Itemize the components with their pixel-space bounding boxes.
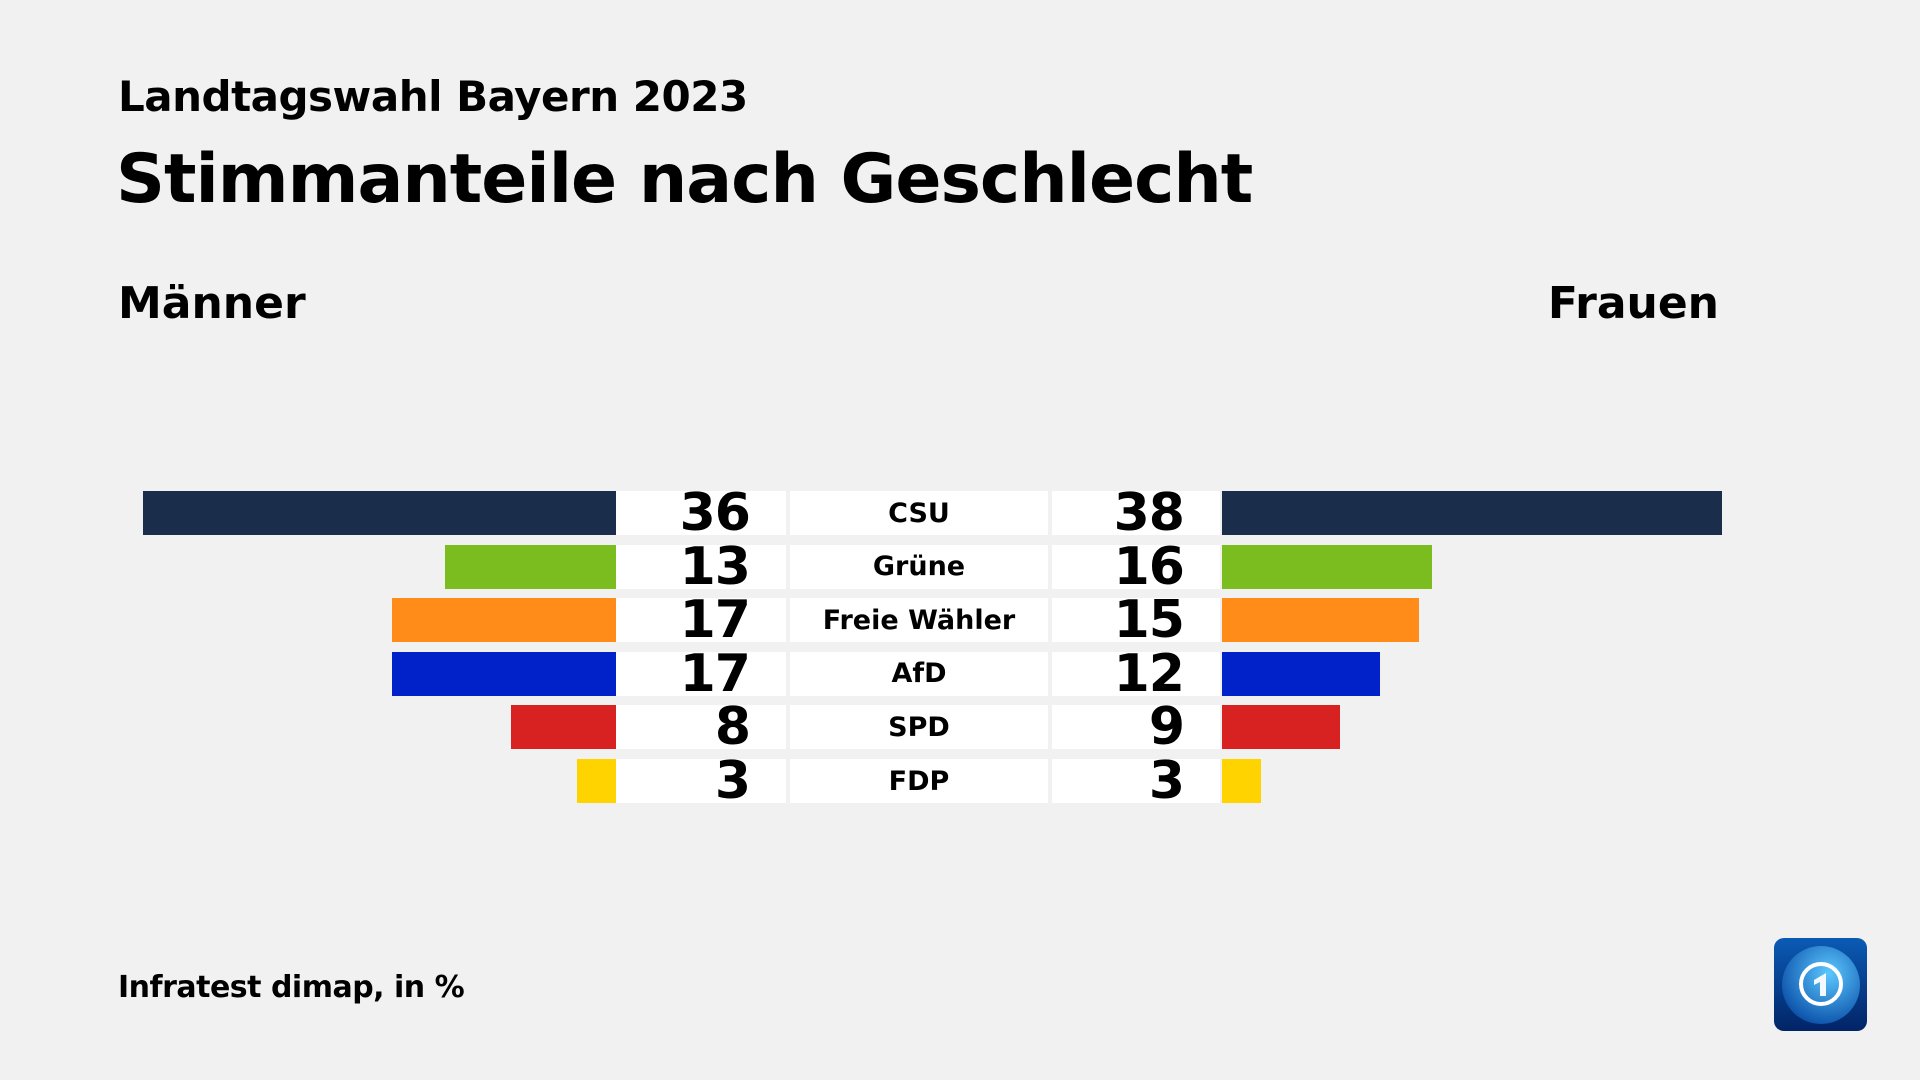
category-label: CSU <box>790 491 1048 535</box>
bar-men-5 <box>576 759 616 803</box>
category-label: FDP <box>790 759 1048 803</box>
bar-women-0 <box>1222 491 1722 535</box>
bar-women-1 <box>1222 544 1433 589</box>
bar-women-4 <box>1222 705 1341 750</box>
bar-men-3 <box>392 651 616 696</box>
source-note: Infratest dimap, in % <box>118 970 465 1005</box>
value-men: 3 <box>616 751 786 811</box>
bar-men-1 <box>445 544 616 589</box>
chart-title: Stimmanteile nach Geschlecht <box>116 140 1253 219</box>
bar-men-0 <box>142 491 616 535</box>
chart-subtitle: Landtagswahl Bayern 2023 <box>118 72 748 121</box>
bar-women-5 <box>1222 759 1262 803</box>
bar-women-3 <box>1222 651 1380 696</box>
bar-men-2 <box>392 598 616 643</box>
value-men: 17 <box>616 590 786 650</box>
value-men: 13 <box>616 537 786 597</box>
category-label: AfD <box>790 651 1048 696</box>
bar-men-4 <box>510 705 616 750</box>
series-label-women: Frauen <box>1547 278 1719 329</box>
value-women: 9 <box>1052 697 1220 757</box>
category-label: SPD <box>790 705 1048 750</box>
value-women: 3 <box>1052 751 1220 811</box>
value-women: 16 <box>1052 537 1220 597</box>
bar-women-2 <box>1222 598 1420 643</box>
value-women: 12 <box>1052 644 1220 704</box>
category-label: Freie Wähler <box>790 598 1048 643</box>
tagesschau-logo <box>1774 938 1867 1031</box>
value-women: 15 <box>1052 590 1220 650</box>
value-women: 38 <box>1052 483 1220 543</box>
series-label-men: Männer <box>118 278 306 329</box>
value-men: 8 <box>616 697 786 757</box>
value-men: 17 <box>616 644 786 704</box>
category-label: Grüne <box>790 544 1048 589</box>
value-men: 36 <box>616 483 786 543</box>
